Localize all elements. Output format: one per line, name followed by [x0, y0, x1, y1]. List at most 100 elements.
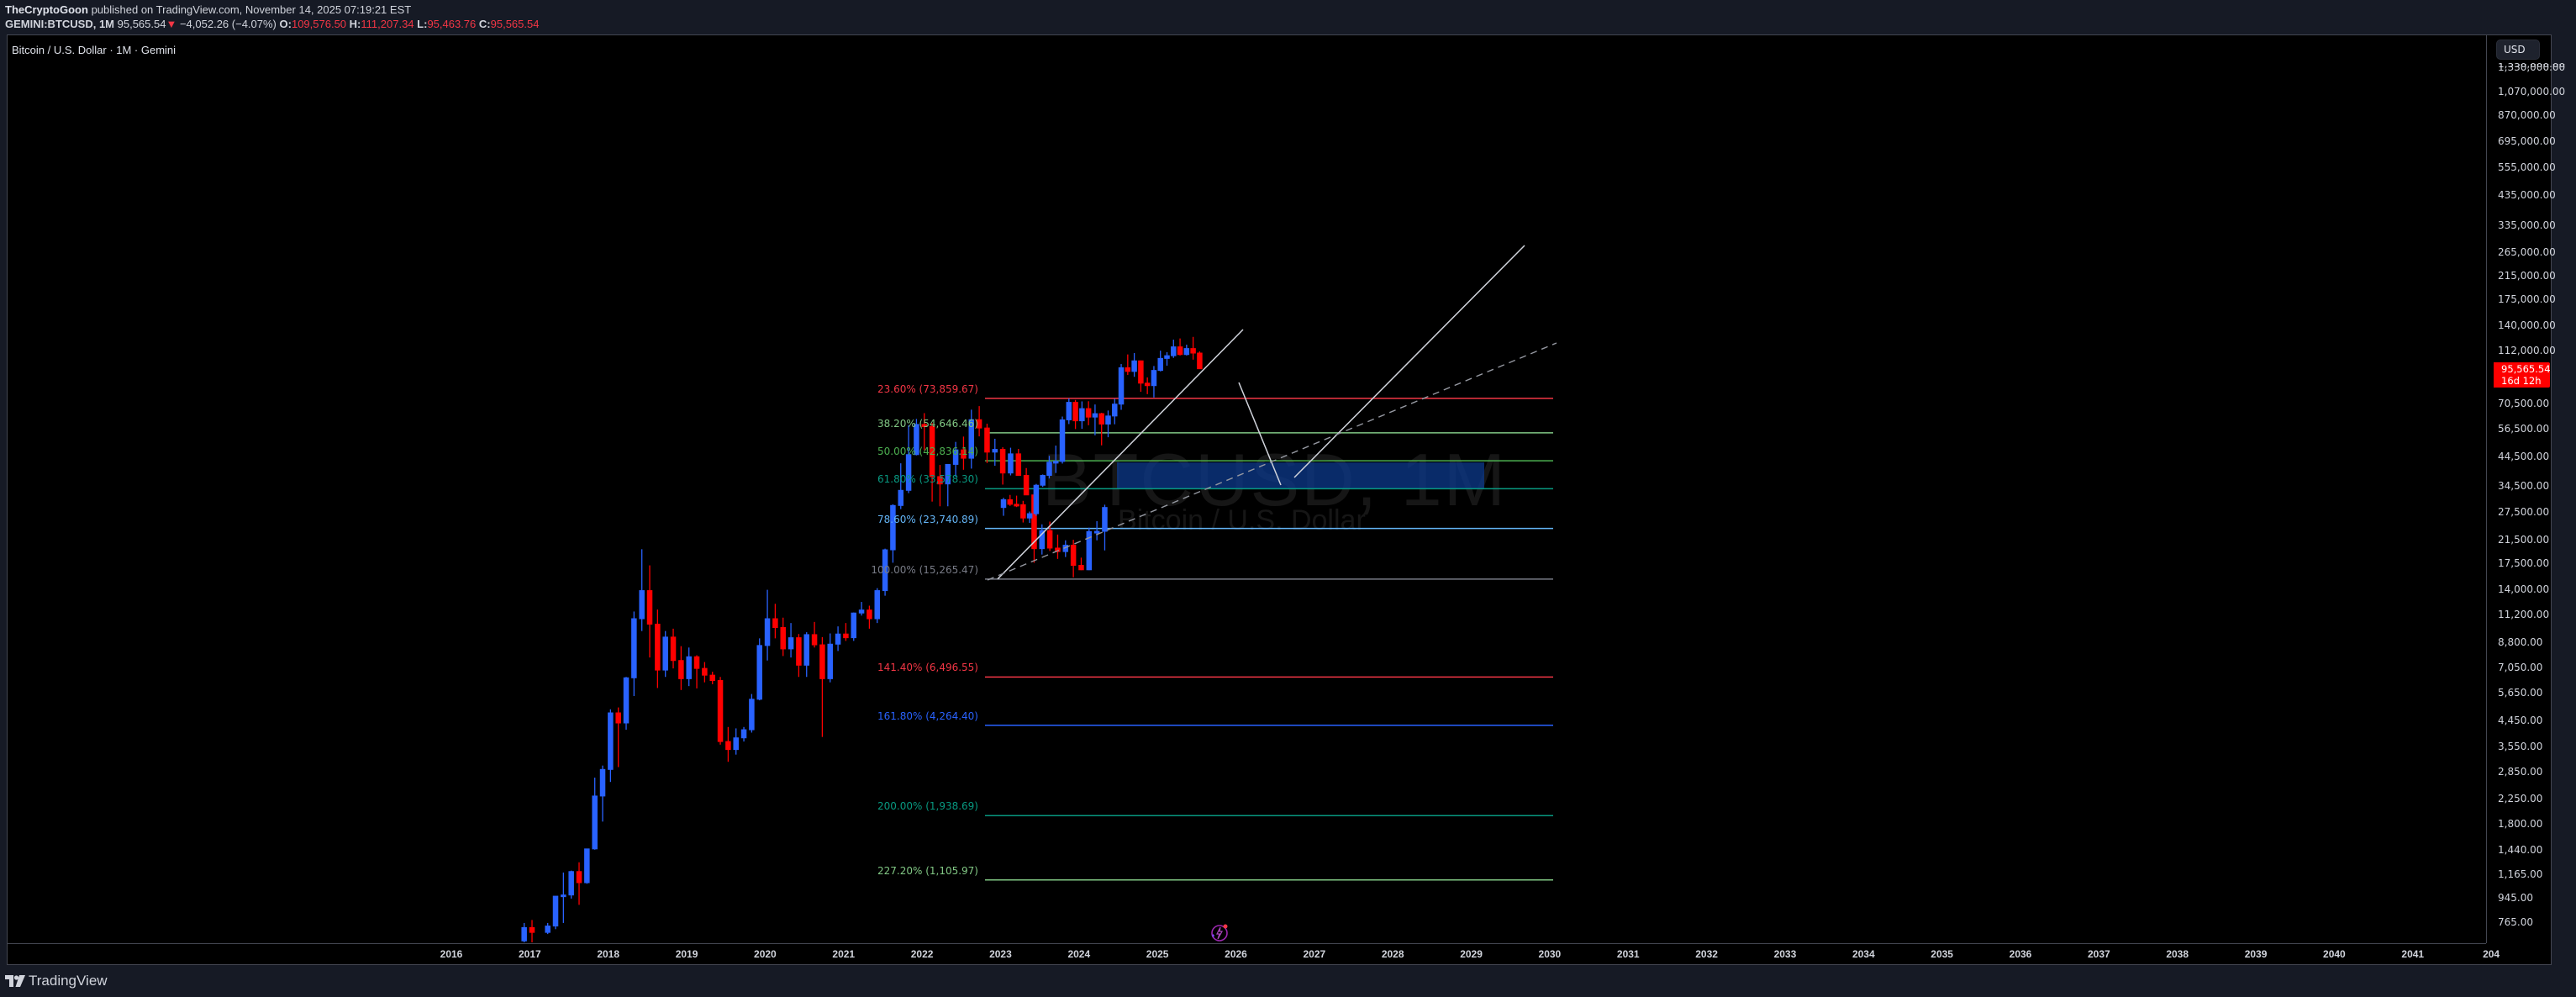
- price-tick: 335,000.00: [2498, 219, 2556, 231]
- candle: [1197, 352, 1203, 370]
- candle: [1092, 413, 1098, 418]
- candle: [780, 627, 786, 650]
- price-tick: 21,500.00: [2498, 534, 2550, 546]
- candle: [851, 612, 856, 639]
- time-tick: 2023: [989, 948, 1012, 960]
- lightning-refresh-icon[interactable]: [1209, 922, 1230, 944]
- candle: [1046, 462, 1052, 477]
- candle: [874, 590, 880, 620]
- candle: [764, 618, 771, 646]
- candle: [905, 454, 912, 491]
- time-tick: 2025: [1146, 948, 1169, 960]
- price-tick: 70,500.00: [2498, 398, 2550, 410]
- candle: [1164, 355, 1170, 359]
- candle: [890, 504, 896, 551]
- time-tick: 2020: [754, 948, 777, 960]
- candle: [1020, 504, 1026, 519]
- candle: [631, 618, 637, 678]
- tradingview-logo[interactable]: TradingView: [5, 973, 108, 989]
- candle: [1007, 498, 1014, 505]
- chart-pane[interactable]: [7, 34, 2552, 965]
- price-tick: 56,500.00: [2498, 423, 2550, 435]
- candle: [819, 644, 825, 679]
- time-tick: 2019: [675, 948, 698, 960]
- candle: [1046, 530, 1053, 549]
- target-zone: [1117, 462, 1484, 489]
- candle: [717, 680, 724, 742]
- candle: [1040, 475, 1046, 486]
- candle: [882, 549, 888, 592]
- candle: [1008, 453, 1014, 474]
- candle: [561, 894, 566, 898]
- candle: [992, 449, 998, 453]
- candle: [1144, 382, 1151, 387]
- candle: [1070, 545, 1077, 567]
- time-tick: 2037: [2087, 948, 2110, 960]
- current-price-label: 95,565.54 16d 12h: [2494, 362, 2551, 388]
- candle: [1138, 360, 1144, 384]
- price-tick: 1,330,000.00: [2498, 61, 2566, 73]
- time-tick: 2030: [1538, 948, 1562, 960]
- candle: [929, 425, 935, 477]
- candle: [552, 895, 559, 927]
- fib-label: 23.60% (73,859.67): [877, 382, 978, 395]
- candle: [639, 590, 645, 620]
- currency-button[interactable]: USD: [2496, 40, 2540, 60]
- price-tick: 11,200.00: [2498, 609, 2550, 621]
- candle: [1086, 530, 1093, 571]
- open-label: O:: [279, 18, 292, 30]
- candle: [1015, 453, 1022, 477]
- price-tick: 175,000.00: [2498, 293, 2556, 306]
- candle: [1062, 545, 1069, 552]
- time-tick: 2040: [2323, 948, 2346, 960]
- close-value: 95,565.54: [490, 18, 540, 30]
- price-tick: 14,000.00: [2498, 583, 2550, 595]
- candle: [1183, 348, 1190, 356]
- author-name[interactable]: TheCryptoGoon: [5, 3, 88, 16]
- price-tick: 112,000.00: [2498, 345, 2556, 357]
- candle: [945, 463, 951, 485]
- close-label: C:: [478, 18, 491, 30]
- time-tick: 2021: [832, 948, 856, 960]
- price-tick: 555,000.00: [2498, 161, 2556, 173]
- candle: [608, 712, 614, 770]
- time-tick: 2018: [597, 948, 620, 960]
- price-tick: 2,250.00: [2498, 792, 2543, 804]
- price-tick: 1,330,000.00: [2498, 58, 2566, 70]
- candle: [952, 449, 959, 465]
- price-axis[interactable]: [2486, 34, 2552, 943]
- candle: [686, 656, 692, 679]
- candle: [803, 634, 809, 666]
- time-tick: 2039: [2244, 948, 2268, 960]
- fib-label: 141.40% (6,496.55): [877, 662, 978, 674]
- time-axis[interactable]: [7, 943, 2486, 966]
- price-tick: 1,070,000.00: [2498, 86, 2566, 98]
- candle: [646, 590, 653, 625]
- price-tick: 765.00: [2498, 916, 2533, 929]
- candle: [1066, 402, 1072, 420]
- price-change: −4,052.26 (−4.07%): [179, 18, 277, 30]
- time-tick: 2027: [1303, 948, 1326, 960]
- candle: [1171, 346, 1177, 356]
- candle: [1014, 504, 1019, 507]
- symbol-name[interactable]: GEMINI:BTCUSD, 1M: [5, 18, 114, 30]
- time-tick: 2036: [2009, 948, 2032, 960]
- candle: [733, 737, 739, 751]
- candle: [843, 633, 849, 639]
- candle: [811, 634, 818, 646]
- current-price-value: 95,565.54: [2501, 363, 2551, 375]
- candle: [796, 637, 802, 666]
- candle: [655, 623, 661, 671]
- fib-label: 61.80% (33,578.30): [877, 473, 978, 486]
- candle: [1052, 461, 1059, 464]
- candle: [1190, 348, 1196, 354]
- time-tick: 2022: [910, 948, 934, 960]
- brand-name: TradingView: [29, 973, 108, 989]
- candle: [1085, 408, 1092, 418]
- fib-label: 227.20% (1,105.97): [877, 864, 978, 877]
- fib-label: 78.60% (23,740.89): [877, 513, 978, 525]
- candle: [1102, 507, 1108, 532]
- candle: [788, 637, 794, 650]
- candle: [1078, 565, 1084, 571]
